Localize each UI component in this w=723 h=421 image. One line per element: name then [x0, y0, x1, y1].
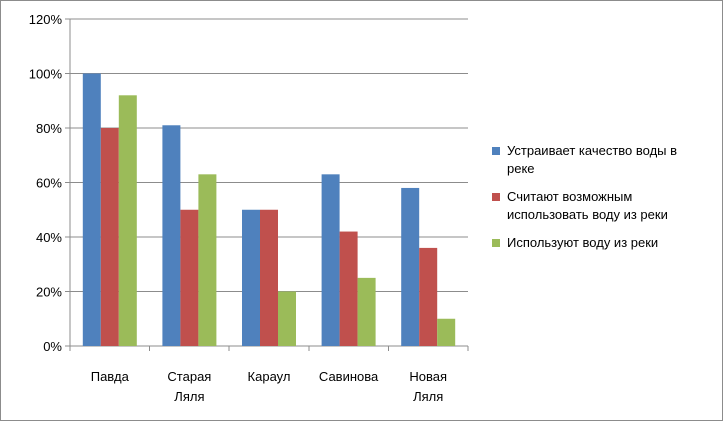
legend-swatch: [492, 147, 500, 155]
bar-1-1: [82, 73, 101, 346]
bar-1-5: [401, 187, 420, 346]
bar-2-4: [339, 231, 358, 346]
bar-1-3: [242, 209, 260, 346]
legend-label: Используют воду из реки: [507, 235, 659, 250]
y-tick-label: 100%: [29, 67, 63, 82]
legend-label: Считают возможным: [507, 189, 633, 204]
bar-3-4: [357, 277, 376, 346]
x-tick-label: Ляля: [413, 389, 443, 404]
y-tick-label: 0%: [43, 339, 62, 354]
bar-1-4: [321, 174, 340, 346]
bar-2-3: [260, 209, 278, 346]
bar-3-5: [437, 318, 456, 346]
legend-label: использовать воду из реки: [507, 207, 668, 222]
x-tick-label: Караул: [248, 369, 291, 384]
x-tick-label: Новая: [409, 369, 447, 384]
x-tick-label: Старая: [167, 369, 211, 384]
bar-3-1: [118, 95, 137, 346]
legend-item: Устраивает качество воды в реке: [492, 142, 714, 178]
y-tick-label: 40%: [36, 230, 62, 245]
x-tick-label: Ляля: [174, 389, 204, 404]
legend-item: Считают возможным использовать воду из ре…: [492, 188, 714, 224]
legend-item: Используют воду из реки: [492, 234, 714, 252]
bar-3-3: [278, 291, 296, 346]
y-tick-label: 120%: [29, 12, 63, 27]
y-tick-label: 20%: [36, 285, 62, 300]
bar-1-2: [162, 125, 181, 347]
legend-swatch: [492, 193, 500, 201]
legend-label: реке: [507, 161, 535, 176]
bar-2-1: [100, 128, 119, 346]
chart-legend: Устраивает качество воды в реке Считают во…: [492, 142, 714, 262]
legend-swatch: [492, 239, 500, 247]
x-tick-label: Савинова: [319, 369, 379, 384]
y-tick-label: 80%: [36, 121, 62, 136]
y-tick-label: 60%: [36, 176, 62, 191]
bar-2-5: [419, 247, 438, 346]
bar-3-2: [198, 174, 217, 346]
legend-label: Устраивает качество воды в: [507, 143, 678, 158]
x-tick-label: Павда: [91, 369, 130, 384]
bar-2-2: [180, 209, 199, 346]
